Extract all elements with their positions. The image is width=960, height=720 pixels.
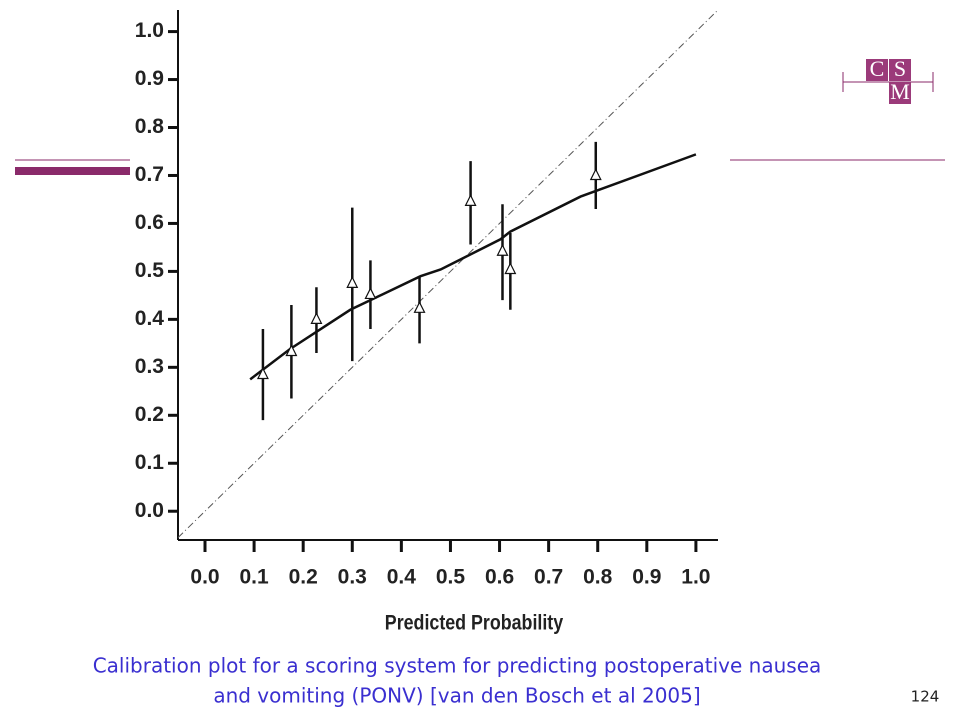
y-tick-label: 0.1: [135, 451, 165, 474]
logo-letter: C: [870, 56, 885, 81]
y-tick-label: 0.0: [135, 499, 164, 522]
logo: C S M: [842, 56, 934, 104]
x-tick-label: 0.7: [534, 566, 563, 589]
y-tick-label: 0.9: [135, 67, 164, 90]
point: [589, 168, 602, 181]
x-tick-label: 0.9: [632, 566, 661, 589]
caption-line: Calibration plot for a scoring system fo…: [93, 654, 822, 678]
decor-bar: [15, 167, 130, 175]
x-tick-label: 0.2: [289, 566, 318, 589]
page-number: 124: [911, 688, 940, 706]
x-tick-label: 0.4: [387, 566, 417, 589]
logo-box: [889, 82, 911, 104]
calibration-curve: [249, 153, 697, 381]
point: [310, 312, 323, 324]
point: [496, 243, 509, 256]
y-tick-label: 0.3: [135, 355, 164, 378]
x-tick-label: 0.1: [239, 566, 269, 589]
y-tick-label: 1.0: [135, 19, 164, 42]
x-tick-label: 0.0: [190, 566, 219, 589]
y-tick-label: 0.5: [135, 259, 165, 282]
x-tick-label: 0.3: [338, 566, 367, 589]
point: [413, 300, 426, 313]
y-tick-label: 0.6: [135, 211, 164, 234]
logo-box: [889, 59, 911, 81]
x-tick-label: 1.0: [681, 566, 710, 589]
point: [346, 276, 359, 288]
point: [285, 344, 298, 357]
y-tick-label: 0.7: [135, 163, 164, 186]
point: [364, 287, 377, 300]
x-tick-label: 0.5: [436, 566, 466, 589]
point: [504, 262, 517, 275]
point: [256, 367, 269, 380]
point: [464, 194, 477, 206]
x-tick-label: 0.6: [485, 566, 514, 589]
y-tick-label: 0.4: [135, 307, 165, 330]
y-tick-label: 0.2: [135, 403, 164, 426]
logo-letter: S: [894, 56, 906, 81]
caption-line: and vomiting (PONV) [van den Bosch et al…: [213, 684, 700, 708]
logo-letter: M: [890, 79, 910, 104]
reference-diagonal: [177, 9, 719, 538]
logo-box: [866, 59, 888, 81]
x-axis-title: Predicted Probability: [385, 611, 564, 635]
y-tick-label: 0.8: [135, 115, 165, 138]
x-tick-label: 0.8: [583, 566, 613, 589]
